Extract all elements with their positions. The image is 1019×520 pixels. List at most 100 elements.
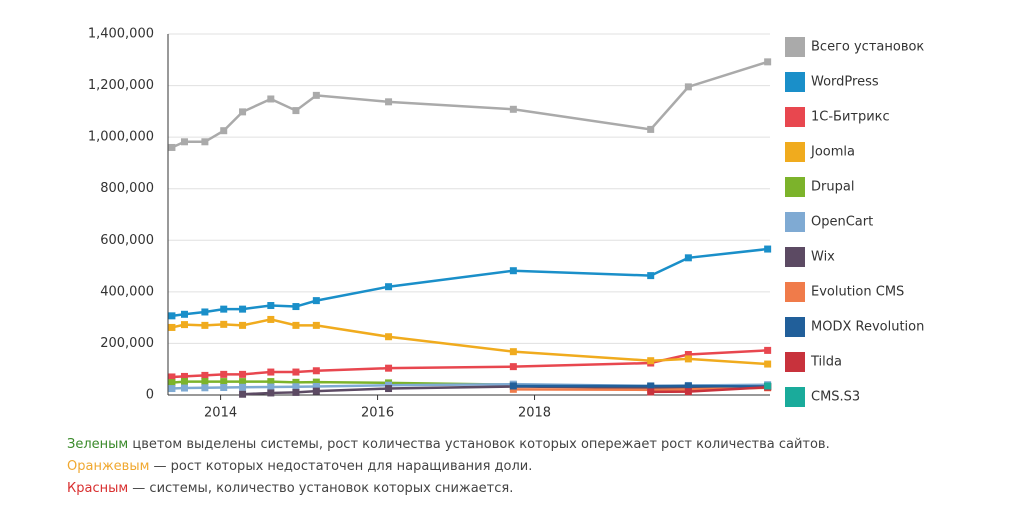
note-text: — рост которых недостаточен для наращива… — [149, 459, 533, 474]
point — [312, 378, 320, 386]
point — [267, 378, 275, 386]
point — [201, 384, 209, 392]
point — [292, 368, 300, 376]
legend-label: WordPress — [811, 75, 879, 90]
legend-swatch — [785, 282, 805, 302]
point — [180, 138, 188, 146]
point — [312, 297, 320, 305]
series-line — [171, 60, 769, 149]
series-line — [513, 384, 768, 388]
point — [267, 302, 275, 310]
legend-swatch — [785, 352, 805, 372]
point — [385, 98, 393, 106]
point — [220, 305, 228, 313]
point — [239, 378, 247, 386]
point — [312, 387, 320, 395]
point — [292, 383, 300, 391]
point — [239, 390, 247, 398]
legend-swatch — [785, 72, 805, 92]
point — [201, 308, 209, 316]
point — [509, 267, 517, 275]
legend-label: Evolution CMS — [811, 285, 904, 300]
point — [647, 272, 655, 280]
x-tick-label: 2014 — [204, 406, 237, 421]
legend-swatch — [785, 177, 805, 197]
point — [267, 368, 275, 376]
point — [267, 315, 275, 323]
legend-swatch — [785, 317, 805, 337]
point — [201, 138, 209, 146]
point — [509, 105, 517, 113]
legend-swatch — [785, 107, 805, 127]
point — [684, 254, 692, 262]
point — [385, 283, 393, 291]
point — [239, 383, 247, 391]
point — [168, 385, 176, 393]
point — [220, 378, 228, 386]
point — [684, 83, 692, 91]
notes: Зеленым цветом выделены системы, рост ко… — [67, 434, 830, 500]
point — [509, 382, 517, 390]
point — [168, 323, 176, 331]
point — [684, 382, 692, 390]
chart: 0 200,000 400,000 600,000 800,000 1,000,000 1,… — [88, 27, 925, 421]
point — [201, 321, 209, 329]
legend-label: Drupal — [811, 180, 854, 195]
point — [220, 320, 228, 328]
legend-label: Joomla — [810, 145, 855, 160]
point — [239, 370, 247, 378]
y-tick-label: 1,200,000 — [88, 78, 154, 93]
y-tick-label: 1,400,000 — [88, 27, 154, 42]
point — [168, 373, 176, 381]
point — [220, 384, 228, 392]
point — [220, 370, 228, 378]
legend-label: CMS.S3 — [811, 390, 860, 405]
point — [764, 346, 772, 354]
note-highlight: Оранжевым — [67, 459, 150, 474]
point — [509, 363, 517, 371]
legend-label: OpenCart — [811, 215, 873, 230]
point — [312, 321, 320, 329]
point — [312, 367, 320, 375]
point — [239, 305, 247, 313]
point — [180, 384, 188, 392]
legend-label: Tilda — [810, 355, 842, 370]
point — [312, 91, 320, 99]
note: Оранжевым — рост которых недостаточен дл… — [67, 456, 830, 478]
legend-label: MODX Revolution — [811, 320, 924, 335]
point — [239, 108, 247, 116]
legend-swatch — [785, 37, 805, 57]
legend-swatch — [785, 387, 805, 407]
point — [292, 303, 300, 311]
y-tick-label: 0 — [146, 388, 154, 403]
point — [201, 371, 209, 379]
point — [647, 125, 655, 133]
point — [764, 245, 772, 253]
legend-swatch — [785, 247, 805, 267]
point — [292, 321, 300, 329]
x-tick-label: 2016 — [361, 406, 394, 421]
point — [267, 95, 275, 103]
point — [684, 351, 692, 359]
point — [180, 310, 188, 318]
note-highlight: Зеленым — [67, 437, 129, 452]
y-tick-label: 200,000 — [100, 336, 154, 351]
note-text: цветом выделены системы, рост количества… — [128, 437, 830, 452]
note: Красным — системы, количество установок … — [67, 478, 830, 500]
point — [168, 143, 176, 151]
point — [292, 107, 300, 115]
point — [180, 372, 188, 380]
point — [647, 357, 655, 365]
legend-label: 1С-Битрикс — [811, 110, 890, 125]
point — [312, 382, 320, 390]
point — [684, 388, 692, 396]
point — [292, 378, 300, 386]
y-tick-label: 400,000 — [100, 284, 154, 299]
point — [684, 355, 692, 363]
point — [292, 388, 300, 396]
point — [647, 388, 655, 396]
point — [267, 383, 275, 391]
legend-swatch — [785, 212, 805, 232]
point — [239, 321, 247, 329]
